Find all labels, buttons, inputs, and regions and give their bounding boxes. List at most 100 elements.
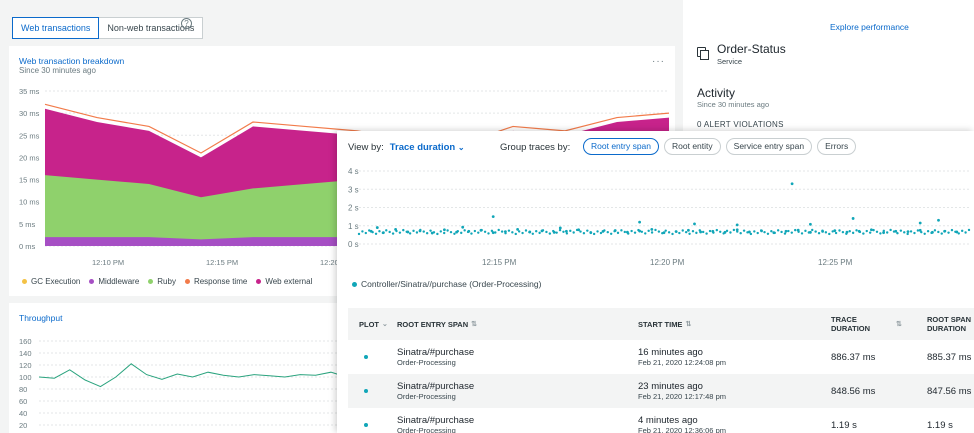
trace-point[interactable]	[364, 231, 368, 235]
trace-point[interactable]	[870, 228, 873, 232]
trace-point[interactable]	[875, 230, 879, 233]
trace-point[interactable]	[865, 229, 868, 233]
trace-point[interactable]	[483, 230, 487, 233]
trace-point[interactable]	[749, 232, 753, 236]
trace-point[interactable]	[429, 229, 432, 232]
trace-point[interactable]	[708, 229, 712, 233]
trace-point[interactable]	[834, 231, 838, 235]
col-start-time[interactable]: START TIME ⇅	[638, 308, 691, 340]
copy-icon[interactable]	[697, 47, 709, 60]
trace-point[interactable]	[425, 232, 429, 235]
trace-point[interactable]	[814, 230, 817, 233]
trace-point[interactable]	[892, 230, 896, 233]
trace-point[interactable]	[436, 232, 439, 236]
trace-point[interactable]	[524, 229, 528, 232]
trace-point[interactable]	[516, 228, 519, 231]
trace-point[interactable]	[678, 231, 681, 235]
trace-point[interactable]	[391, 232, 395, 235]
trace-point[interactable]	[565, 232, 569, 235]
trace-point[interactable]	[930, 231, 933, 235]
trace-point[interactable]	[385, 229, 388, 232]
trace-point[interactable]	[926, 230, 930, 233]
trace-point[interactable]	[770, 230, 773, 233]
trace-point[interactable]	[790, 182, 794, 186]
trace-point[interactable]	[701, 230, 705, 234]
trace-point[interactable]	[906, 232, 909, 236]
breakdown-title[interactable]: Web transaction breakdown	[19, 56, 125, 66]
trace-point[interactable]	[748, 230, 751, 234]
group-chip-root-entry-span[interactable]: Root entry span	[583, 138, 660, 155]
trace-point[interactable]	[735, 228, 739, 232]
trace-point[interactable]	[371, 230, 374, 234]
trace-point[interactable]	[732, 228, 736, 232]
trace-point[interactable]	[858, 230, 862, 234]
trace-point[interactable]	[862, 232, 865, 235]
trace-point[interactable]	[841, 230, 845, 234]
group-chip-root-entity[interactable]: Root entity	[664, 138, 721, 155]
trace-point[interactable]	[627, 232, 630, 235]
trace-point[interactable]	[906, 230, 910, 233]
trace-point[interactable]	[780, 230, 783, 234]
trace-point[interactable]	[603, 229, 606, 232]
trace-point[interactable]	[569, 229, 572, 233]
trace-point[interactable]	[432, 231, 436, 234]
trace-point[interactable]	[657, 230, 661, 233]
trace-point[interactable]	[558, 226, 562, 230]
legend-item[interactable]: Middleware	[89, 277, 139, 286]
trace-point[interactable]	[712, 231, 715, 234]
trace-point[interactable]	[674, 230, 678, 233]
trace-point[interactable]	[691, 230, 695, 233]
trace-point[interactable]	[759, 229, 763, 232]
trace-point[interactable]	[715, 228, 719, 232]
trace-point[interactable]	[538, 231, 541, 235]
trace-point[interactable]	[640, 230, 644, 233]
trace-point[interactable]	[693, 222, 696, 226]
trace-point[interactable]	[688, 232, 691, 235]
trace-point[interactable]	[661, 232, 664, 235]
trace-point[interactable]	[776, 229, 780, 232]
trace-point[interactable]	[967, 228, 971, 232]
trace-point[interactable]	[831, 230, 834, 233]
trace-point[interactable]	[466, 230, 470, 234]
trace-point[interactable]	[592, 232, 596, 236]
trace-point[interactable]	[736, 230, 739, 233]
trace-point[interactable]	[449, 230, 453, 234]
trace-point[interactable]	[681, 229, 684, 232]
trace-point[interactable]	[357, 232, 361, 236]
trace-point[interactable]	[408, 232, 412, 235]
trace-point[interactable]	[477, 231, 480, 234]
trace-point[interactable]	[954, 230, 957, 233]
trace-point[interactable]	[868, 231, 872, 234]
trace-point[interactable]	[494, 231, 497, 234]
group-chip-errors[interactable]: Errors	[817, 138, 857, 155]
trace-point[interactable]	[633, 231, 637, 234]
trace-point[interactable]	[620, 229, 623, 232]
tab-web-transactions[interactable]: Web transactions	[12, 17, 100, 39]
trace-point[interactable]	[558, 228, 562, 232]
trace-point[interactable]	[528, 230, 531, 234]
view-by-dropdown[interactable]: Trace duration ⌄	[390, 142, 465, 153]
trace-point[interactable]	[402, 228, 405, 232]
tab-non-web-transactions[interactable]: Non-web transactions	[99, 17, 204, 39]
trace-point[interactable]	[381, 231, 385, 235]
table-row[interactable]: Sinatra/#purchase Order-Processing 16 minu…	[348, 340, 974, 374]
trace-point[interactable]	[790, 231, 793, 234]
trace-point[interactable]	[412, 229, 415, 233]
trace-point[interactable]	[903, 231, 906, 234]
trace-point[interactable]	[848, 230, 851, 233]
trace-point[interactable]	[461, 225, 465, 229]
trace-point[interactable]	[807, 231, 811, 234]
trace-point[interactable]	[514, 232, 517, 236]
table-row[interactable]: Sinatra/#purchase Order-Processing 23 minu…	[348, 374, 974, 408]
col-trace-duration[interactable]: TRACE DURATION	[831, 308, 870, 340]
trace-point[interactable]	[746, 231, 749, 234]
trace-point[interactable]	[824, 231, 828, 234]
trace-point[interactable]	[964, 231, 967, 234]
trace-point[interactable]	[783, 232, 787, 235]
legend-item[interactable]: GC Execution	[22, 277, 80, 286]
table-row[interactable]: Sinatra/#purchase Order-Processing 4 minut…	[348, 408, 974, 433]
trace-point[interactable]	[784, 229, 788, 233]
trace-point[interactable]	[920, 230, 923, 234]
trace-point[interactable]	[491, 215, 495, 219]
group-chip-service-entry-span[interactable]: Service entry span	[725, 138, 813, 155]
